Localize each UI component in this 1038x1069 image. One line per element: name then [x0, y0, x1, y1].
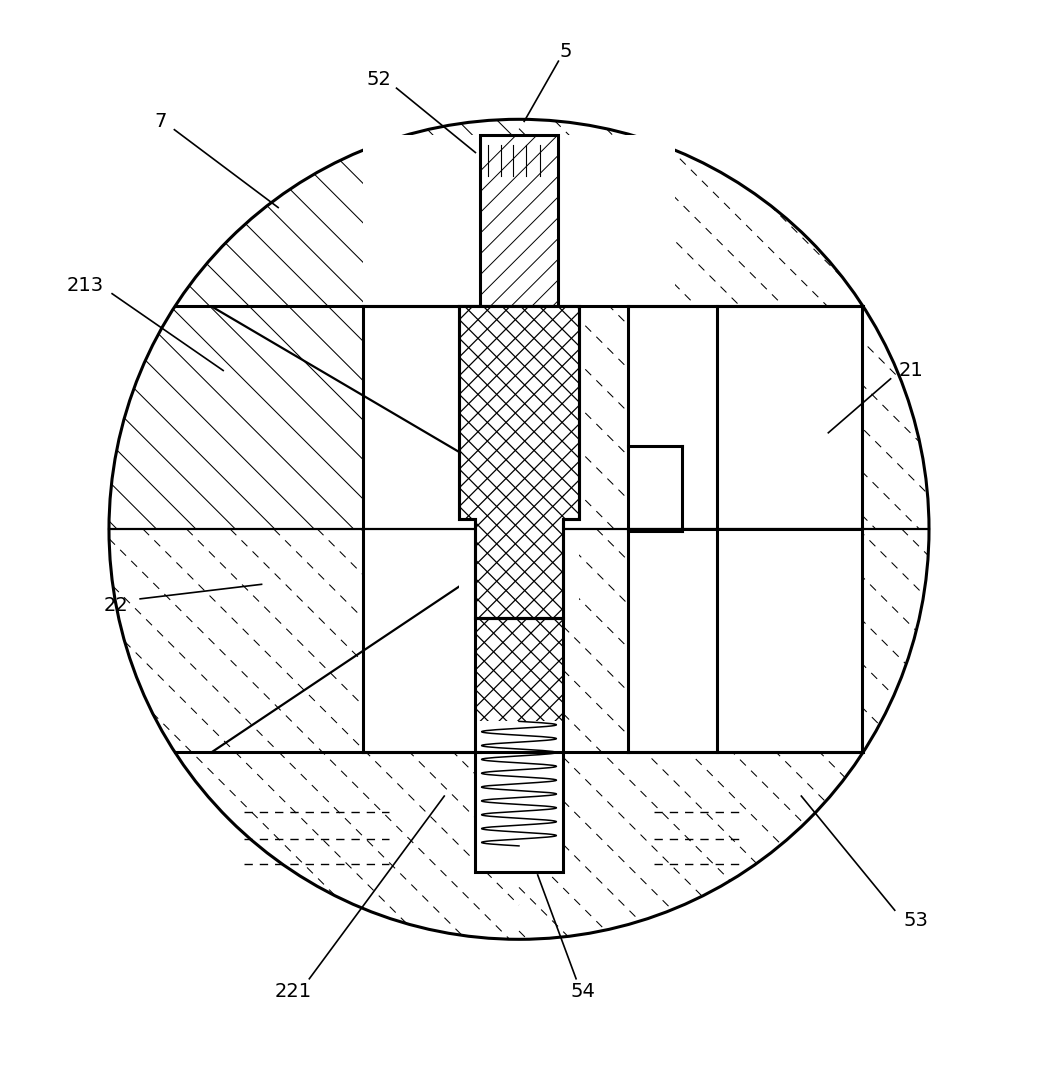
- Bar: [363, 306, 480, 753]
- Text: 5: 5: [559, 43, 572, 61]
- Bar: [628, 306, 862, 753]
- Bar: [474, 618, 563, 872]
- Text: 21: 21: [899, 361, 924, 379]
- Text: 221: 221: [274, 981, 311, 1001]
- Bar: [459, 306, 579, 618]
- Text: 52: 52: [366, 71, 391, 90]
- Text: 22: 22: [104, 595, 129, 615]
- Text: 7: 7: [155, 112, 167, 130]
- Bar: [480, 135, 558, 306]
- Text: 53: 53: [903, 911, 928, 930]
- Bar: [363, 135, 675, 307]
- Text: 213: 213: [66, 276, 104, 295]
- Bar: [474, 618, 563, 872]
- Text: 54: 54: [571, 981, 596, 1001]
- Polygon shape: [459, 306, 579, 618]
- Bar: [480, 135, 558, 306]
